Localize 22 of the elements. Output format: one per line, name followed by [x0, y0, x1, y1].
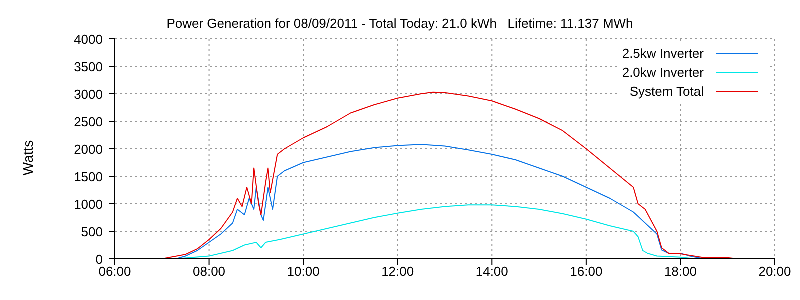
y-tick-label: 0 — [96, 252, 103, 267]
legend-label: 2.5kw Inverter — [622, 46, 704, 61]
legend-label: System Total — [630, 84, 704, 99]
x-tick-label: 18:00 — [664, 264, 697, 280]
y-tick-label: 1500 — [74, 170, 103, 184]
x-tick-label: 12:00 — [382, 264, 414, 280]
legend-label: 2.0kw Inverter — [622, 65, 704, 80]
y-tick-label: 3500 — [74, 60, 103, 74]
x-tick-label: 14:00 — [476, 264, 508, 280]
y-tick-label: 3000 — [74, 87, 103, 102]
y-tick-label: 2500 — [74, 114, 103, 130]
x-tick-label: 10:00 — [287, 264, 320, 280]
y-tick-label: 4000 — [74, 32, 103, 47]
chart-title: Power Generation for 08/09/2011 - Total Today: 21.0 kWh Lifetime: 11.137 MWh — [166, 16, 634, 31]
x-tick-label: 16:00 — [570, 264, 603, 280]
y-tick-label: 1000 — [74, 197, 103, 212]
y-axis-title: Watts — [20, 140, 36, 176]
y-tick-label: 2000 — [74, 142, 103, 157]
y-tick-label: 500 — [81, 224, 103, 240]
x-tick-label: 20:00 — [758, 264, 792, 280]
x-tick-label: 06:00 — [98, 264, 132, 280]
x-tick-label: 08:00 — [193, 264, 226, 280]
